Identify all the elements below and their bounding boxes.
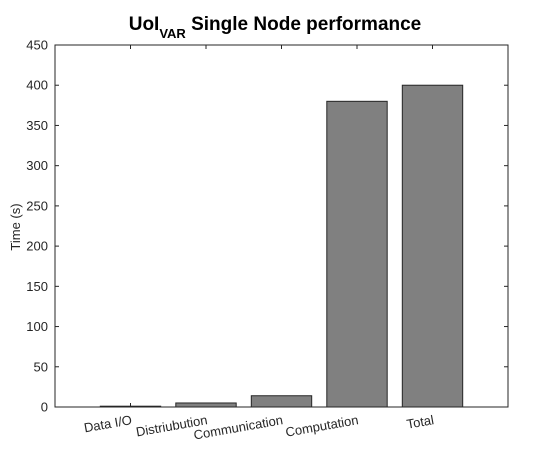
bar-series bbox=[99, 84, 464, 408]
y-tick-label: 300 bbox=[26, 158, 48, 173]
y-tick-label: 100 bbox=[26, 319, 48, 334]
y-axis: 0 50 100 150 200 250 300 350 400 450 bbox=[26, 38, 508, 415]
x-tick-label: Total bbox=[405, 412, 435, 432]
bar bbox=[175, 402, 237, 408]
bar bbox=[401, 84, 464, 408]
bar bbox=[250, 395, 313, 408]
y-tick-label: 450 bbox=[26, 38, 48, 53]
y-axis-label: Time (s) bbox=[8, 203, 23, 250]
x-tick-label: Computation bbox=[284, 412, 359, 440]
bar bbox=[326, 100, 388, 408]
chart-title-main: UoI bbox=[129, 14, 160, 35]
chart-title: UoIVAR Single Node performance bbox=[129, 14, 422, 41]
chart-title-rest: Single Node performance bbox=[186, 14, 421, 35]
y-tick-label: 200 bbox=[26, 239, 48, 254]
chart-title-subscript: VAR bbox=[159, 26, 186, 41]
y-tick-label: 0 bbox=[41, 400, 48, 415]
y-tick-label: 150 bbox=[26, 279, 48, 294]
y-tick-label: 400 bbox=[26, 78, 48, 93]
chart-title-text: UoIVAR Single Node performance bbox=[129, 14, 422, 41]
y-tick-label: 50 bbox=[34, 359, 48, 374]
x-tick-label: Data I/O bbox=[83, 412, 133, 435]
y-tick-label: 250 bbox=[26, 198, 48, 213]
y-tick-label: 350 bbox=[26, 118, 48, 133]
bar bbox=[99, 405, 162, 408]
